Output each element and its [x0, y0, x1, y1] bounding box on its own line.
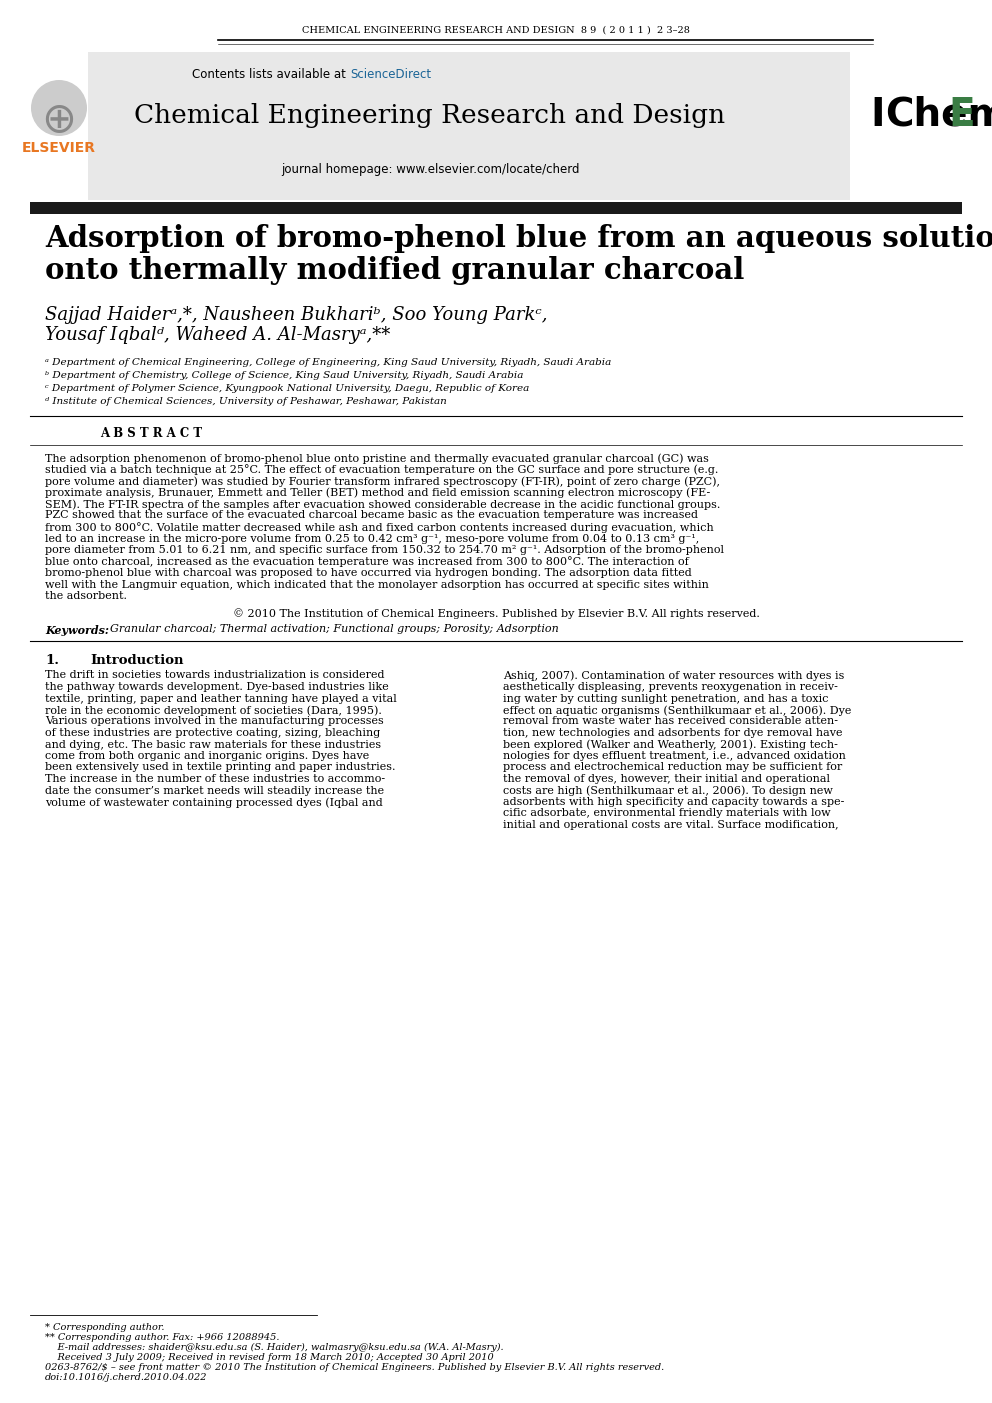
- Text: The adsorption phenomenon of bromo-phenol blue onto pristine and thermally evacu: The adsorption phenomenon of bromo-pheno…: [45, 453, 709, 463]
- Text: proximate analysis, Brunauer, Emmett and Teller (BET) method and field emission : proximate analysis, Brunauer, Emmett and…: [45, 487, 710, 498]
- Text: Sajjad Haiderᵃ,*, Nausheen Bukhariᵇ, Soo Young Parkᶜ,: Sajjad Haiderᵃ,*, Nausheen Bukhariᵇ, Soo…: [45, 306, 548, 324]
- Text: costs are high (Senthilkumaar et al., 2006). To design new: costs are high (Senthilkumaar et al., 20…: [503, 786, 833, 796]
- Text: volume of wastewater containing processed dyes (Iqbal and: volume of wastewater containing processe…: [45, 797, 383, 808]
- Text: ing water by cutting sunlight penetration, and has a toxic: ing water by cutting sunlight penetratio…: [503, 693, 828, 703]
- Text: the adsorbent.: the adsorbent.: [45, 591, 127, 600]
- Text: Chem: Chem: [885, 95, 992, 135]
- Text: of these industries are protective coating, sizing, bleaching: of these industries are protective coati…: [45, 728, 380, 738]
- Text: process and electrochemical reduction may be sufficient for: process and electrochemical reduction ma…: [503, 762, 842, 773]
- Text: aesthetically displeasing, prevents reoxygenation in receiv-: aesthetically displeasing, prevents reox…: [503, 682, 838, 692]
- Text: * Corresponding author.: * Corresponding author.: [45, 1323, 165, 1331]
- Text: 0263-8762/$ – see front matter © 2010 The Institution of Chemical Engineers. Pub: 0263-8762/$ – see front matter © 2010 Th…: [45, 1362, 665, 1372]
- Text: nologies for dyes effluent treatment, i.e., advanced oxidation: nologies for dyes effluent treatment, i.…: [503, 751, 846, 760]
- Text: Chemical Engineering Research and Design: Chemical Engineering Research and Design: [135, 102, 725, 128]
- Text: led to an increase in the micro-pore volume from 0.25 to 0.42 cm³ g⁻¹, meso-pore: led to an increase in the micro-pore vol…: [45, 533, 699, 543]
- Text: ᵃ Department of Chemical Engineering, College of Engineering, King Saud Universi: ᵃ Department of Chemical Engineering, Co…: [45, 358, 611, 368]
- Text: Introduction: Introduction: [90, 655, 184, 668]
- Text: pore volume and diameter) was studied by Fourier transform infrared spectroscopy: pore volume and diameter) was studied by…: [45, 476, 720, 487]
- Text: PZC showed that the surface of the evacuated charcoal became basic as the evacua: PZC showed that the surface of the evacu…: [45, 511, 698, 521]
- Text: removal from waste water has received considerable atten-: removal from waste water has received co…: [503, 717, 838, 727]
- Text: ScienceDirect: ScienceDirect: [350, 69, 432, 81]
- Text: Received 3 July 2009; Received in revised form 18 March 2010; Accepted 30 April : Received 3 July 2009; Received in revise…: [45, 1352, 494, 1362]
- Text: role in the economic development of societies (Dara, 1995).: role in the economic development of soci…: [45, 704, 382, 716]
- Text: Keywords:: Keywords:: [45, 624, 113, 636]
- Text: Ashiq, 2007). Contamination of water resources with dyes is: Ashiq, 2007). Contamination of water res…: [503, 671, 844, 680]
- Text: CHEMICAL ENGINEERING RESEARCH AND DESIGN  8 9  ( 2 0 1 1 )  2 3–28: CHEMICAL ENGINEERING RESEARCH AND DESIGN…: [302, 25, 690, 35]
- Text: Adsorption of bromo-phenol blue from an aqueous solution: Adsorption of bromo-phenol blue from an …: [45, 224, 992, 253]
- Text: ᵈ Institute of Chemical Sciences, University of Peshawar, Peshawar, Pakistan: ᵈ Institute of Chemical Sciences, Univer…: [45, 397, 446, 405]
- Text: I: I: [870, 95, 885, 135]
- Text: 1.: 1.: [45, 655, 59, 668]
- Text: onto thermally modified granular charcoal: onto thermally modified granular charcoa…: [45, 255, 744, 285]
- Text: come from both organic and inorganic origins. Dyes have: come from both organic and inorganic ori…: [45, 751, 369, 760]
- Text: the removal of dyes, however, their initial and operational: the removal of dyes, however, their init…: [503, 774, 830, 784]
- Text: ⊕: ⊕: [42, 100, 76, 140]
- Text: studied via a batch technique at 25°C. The effect of evacuation temperature on t: studied via a batch technique at 25°C. T…: [45, 464, 718, 476]
- Text: bromo-phenol blue with charcoal was proposed to have occurred via hydrogen bondi: bromo-phenol blue with charcoal was prop…: [45, 568, 691, 578]
- Text: blue onto charcoal, increased as the evacuation temperature was increased from 3: blue onto charcoal, increased as the eva…: [45, 557, 688, 567]
- Text: initial and operational costs are vital. Surface modification,: initial and operational costs are vital.…: [503, 819, 838, 831]
- Text: tion, new technologies and adsorbents for dye removal have: tion, new technologies and adsorbents fo…: [503, 728, 842, 738]
- Text: pore diameter from 5.01 to 6.21 nm, and specific surface from 150.32 to 254.70 m: pore diameter from 5.01 to 6.21 nm, and …: [45, 544, 724, 556]
- Text: doi:10.1016/j.cherd.2010.04.022: doi:10.1016/j.cherd.2010.04.022: [45, 1374, 207, 1382]
- Text: E: E: [948, 95, 974, 135]
- Text: Granular charcoal; Thermal activation; Functional groups; Porosity; Adsorption: Granular charcoal; Thermal activation; F…: [110, 624, 558, 634]
- Text: The increase in the number of these industries to accommo-: The increase in the number of these indu…: [45, 774, 385, 784]
- Bar: [30, 202, 962, 215]
- Circle shape: [31, 80, 87, 136]
- Text: adsorbents with high specificity and capacity towards a spe-: adsorbents with high specificity and cap…: [503, 797, 844, 807]
- Text: cific adsorbate, environmental friendly materials with low: cific adsorbate, environmental friendly …: [503, 808, 830, 818]
- Bar: [30, 52, 88, 201]
- Text: ᵇ Department of Chemistry, College of Science, King Saud University, Riyadh, Sau: ᵇ Department of Chemistry, College of Sc…: [45, 370, 524, 380]
- Text: The drift in societies towards industrialization is considered: The drift in societies towards industria…: [45, 671, 385, 680]
- Text: ELSEVIER: ELSEVIER: [22, 140, 96, 154]
- Text: ** Corresponding author. Fax: +966 12088945.: ** Corresponding author. Fax: +966 12088…: [45, 1333, 280, 1343]
- Text: © 2010 The Institution of Chemical Engineers. Published by Elsevier B.V. All rig: © 2010 The Institution of Chemical Engin…: [232, 609, 760, 619]
- Text: from 300 to 800°C. Volatile matter decreased while ash and fixed carbon contents: from 300 to 800°C. Volatile matter decre…: [45, 522, 714, 533]
- Text: and dying, etc. The basic raw materials for these industries: and dying, etc. The basic raw materials …: [45, 739, 381, 749]
- Text: A B S T R A C T: A B S T R A C T: [100, 427, 202, 441]
- Text: well with the Langmuir equation, which indicated that the monolayer adsorption h: well with the Langmuir equation, which i…: [45, 579, 709, 589]
- Text: ᶜ Department of Polymer Science, Kyungpook National University, Daegu, Republic : ᶜ Department of Polymer Science, Kyungpo…: [45, 384, 530, 393]
- Text: effect on aquatic organisms (Senthilkumaar et al., 2006). Dye: effect on aquatic organisms (Senthilkuma…: [503, 704, 851, 716]
- Text: SEM). The FT-IR spectra of the samples after evacuation showed considerable decr: SEM). The FT-IR spectra of the samples a…: [45, 499, 720, 509]
- Text: E-mail addresses: shaider@ksu.edu.sa (S. Haider), walmasry@ksu.edu.sa (W.A. Al-M: E-mail addresses: shaider@ksu.edu.sa (S.…: [45, 1343, 504, 1352]
- Text: been explored (Walker and Weatherly, 2001). Existing tech-: been explored (Walker and Weatherly, 200…: [503, 739, 838, 751]
- Text: Yousaf Iqbalᵈ, Waheed A. Al-Masryᵃ,**: Yousaf Iqbalᵈ, Waheed A. Al-Masryᵃ,**: [45, 325, 390, 344]
- Bar: [88, 52, 850, 201]
- Text: textile, printing, paper and leather tanning have played a vital: textile, printing, paper and leather tan…: [45, 693, 397, 703]
- Text: been extensively used in textile printing and paper industries.: been extensively used in textile printin…: [45, 762, 396, 773]
- Text: Contents lists available at: Contents lists available at: [192, 69, 350, 81]
- Text: journal homepage: www.elsevier.com/locate/cherd: journal homepage: www.elsevier.com/locat…: [281, 164, 579, 177]
- Text: date the consumer’s market needs will steadily increase the: date the consumer’s market needs will st…: [45, 786, 384, 796]
- Text: Various operations involved in the manufacturing processes: Various operations involved in the manuf…: [45, 717, 384, 727]
- Text: the pathway towards development. Dye-based industries like: the pathway towards development. Dye-bas…: [45, 682, 389, 692]
